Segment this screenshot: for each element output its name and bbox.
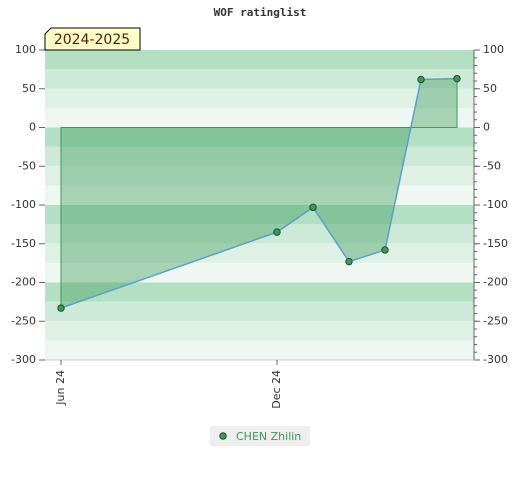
background-band <box>45 185 474 205</box>
background-band <box>45 243 474 264</box>
x-tick-label: Dec 24 <box>270 370 283 409</box>
point <box>453 74 461 83</box>
x-tick-label: Jun 24 <box>54 370 67 406</box>
background-band <box>45 166 474 186</box>
background-band <box>45 224 474 244</box>
background-band <box>45 282 474 302</box>
background-band <box>45 340 474 360</box>
background-band <box>45 108 474 128</box>
background-band <box>45 88 474 109</box>
background-band <box>45 127 474 147</box>
background-band <box>45 263 474 283</box>
background-band <box>45 321 474 341</box>
y2-tick-label: -50 <box>483 159 501 172</box>
y2-tick-label: -300 <box>483 353 508 366</box>
background-band <box>45 69 474 89</box>
point <box>381 246 389 254</box>
point <box>309 203 317 212</box>
y-tick-label: -250 <box>11 314 36 327</box>
point <box>345 257 353 266</box>
y-tick-label: 0 <box>29 121 36 134</box>
chart-title: WOF ratinglist <box>214 6 307 19</box>
background-band <box>45 205 474 225</box>
y2-tick-label: 50 <box>483 82 497 95</box>
point <box>273 228 281 236</box>
y2-tick-label: -100 <box>483 198 508 211</box>
y-tick-label: 50 <box>22 82 36 95</box>
legend-marker <box>219 432 227 440</box>
background-band <box>45 301 474 322</box>
y2-tick-label: -250 <box>483 314 508 327</box>
y2-tick-label: 0 <box>483 121 490 134</box>
y-tick-label: -300 <box>11 353 36 366</box>
y-tick-label: 100 <box>15 43 36 56</box>
season-label: 2024-2025 <box>54 32 130 48</box>
y-tick-label: -150 <box>11 237 36 250</box>
background-band <box>45 50 474 70</box>
legend-label: CHEN Zhilin <box>236 430 301 443</box>
y2-tick-label: -150 <box>483 237 508 250</box>
season-box <box>44 27 141 51</box>
background-band <box>45 146 474 167</box>
legend-box <box>210 426 310 446</box>
y2-tick-label: -200 <box>483 276 508 289</box>
point <box>417 75 425 84</box>
y-tick-label: -50 <box>18 159 36 172</box>
y-tick-label: -200 <box>11 276 36 289</box>
y-tick-label: -100 <box>11 198 36 211</box>
y2-tick-label: 100 <box>483 43 504 56</box>
point <box>57 304 65 312</box>
